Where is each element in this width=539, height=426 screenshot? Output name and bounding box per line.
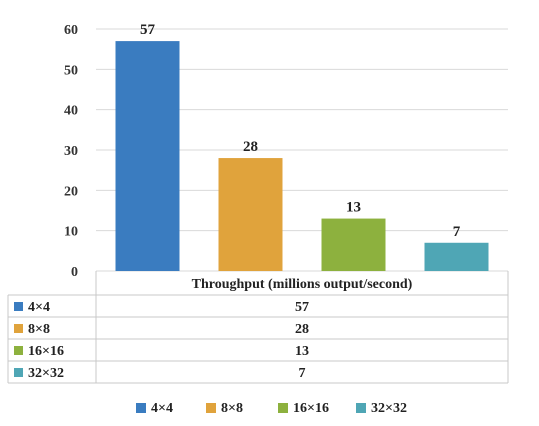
table-legend-key <box>14 324 23 333</box>
y-tick-label: 60 <box>64 23 78 38</box>
table-header: Throughput (millions output/second) <box>192 277 413 292</box>
y-axis-ticks: 0 10 20 30 40 50 60 <box>64 23 78 280</box>
table-row-value: 57 <box>295 300 309 315</box>
legend-swatch <box>356 403 366 413</box>
table-row-label: 16×16 <box>28 344 64 359</box>
bar-16×16 <box>321 218 386 271</box>
bar-32×32 <box>424 242 489 271</box>
y-tick-label: 40 <box>64 104 78 119</box>
y-tick-label: 0 <box>71 265 78 280</box>
y-tick-label: 50 <box>64 63 78 78</box>
table-row-label: 4×4 <box>28 300 50 315</box>
table-row-label: 32×32 <box>28 366 64 381</box>
legend-label: 16×16 <box>293 401 329 416</box>
table-legend-key <box>14 368 23 377</box>
table-legend-key <box>14 346 23 355</box>
data-table: Throughput (millions output/second) 4×4 57… <box>7 271 509 384</box>
legend-label: 8×8 <box>221 401 243 416</box>
legend-swatch <box>278 403 288 413</box>
legend-swatch <box>136 403 146 413</box>
y-tick-label: 20 <box>64 184 78 199</box>
legend-swatch <box>206 403 216 413</box>
bars <box>115 41 489 271</box>
table-row-value: 13 <box>295 344 309 359</box>
legend-label: 32×32 <box>371 401 407 416</box>
y-tick-label: 30 <box>64 144 78 159</box>
legend-label: 4×4 <box>151 401 173 416</box>
data-label: 7 <box>453 224 461 240</box>
bar-4×4 <box>115 41 180 271</box>
legend: 4×4 8×8 16×16 32×32 <box>136 401 407 416</box>
y-tick-label: 10 <box>64 225 78 240</box>
data-label: 13 <box>346 200 361 216</box>
data-label: 28 <box>243 139 258 155</box>
bar-8×8 <box>218 158 283 271</box>
data-labels: 57 28 13 7 <box>140 22 461 240</box>
table-row-value: 28 <box>295 322 309 337</box>
table-row-value: 7 <box>299 366 306 381</box>
table-legend-key <box>14 302 23 311</box>
data-label: 57 <box>140 22 156 38</box>
table-row-label: 8×8 <box>28 322 50 337</box>
